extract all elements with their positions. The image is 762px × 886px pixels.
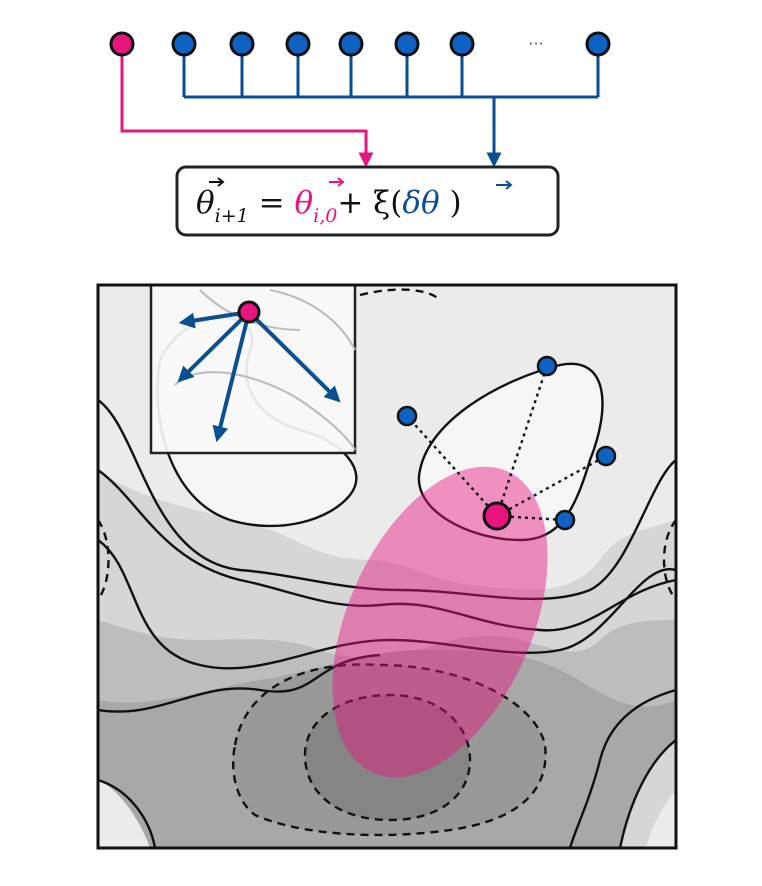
blue-sample-node xyxy=(595,445,617,467)
ellipsis-text: ··· xyxy=(528,34,543,53)
blue-sample-node xyxy=(536,355,558,377)
perturbation-links xyxy=(406,365,607,522)
basin-inner xyxy=(303,693,472,822)
pink-center-node xyxy=(482,501,512,531)
equation-box xyxy=(175,165,560,237)
blue-node xyxy=(338,31,364,57)
blue-connector-tree xyxy=(182,44,600,168)
update-equation: θi+1 = θi,0+ ξ(δθ ) xyxy=(175,165,560,237)
population-row: ··· xyxy=(109,31,611,168)
bowl-right xyxy=(417,362,604,542)
blue-node xyxy=(285,31,311,57)
blue-node xyxy=(171,31,197,57)
pink-node xyxy=(109,31,135,57)
pink-theta: θ xyxy=(294,185,313,221)
blue-node xyxy=(229,31,255,57)
plot-frame xyxy=(96,283,678,850)
blue-sample-node xyxy=(554,509,576,531)
contour-region-mid xyxy=(98,470,676,658)
lhs-subscript: i+1 xyxy=(215,205,249,227)
sampling-distribution xyxy=(332,466,548,778)
blue-node xyxy=(585,31,611,57)
pink-subscript: i,0 xyxy=(313,205,337,227)
loss-landscape xyxy=(98,285,676,848)
delta-theta: δθ xyxy=(402,185,440,221)
svg-text:θi+1 = θi,0+ ξ(δθ ): θi+1 = θi,0+ ξ(δθ ) xyxy=(196,185,462,227)
inset-panel xyxy=(149,285,357,455)
edge-dashed-contours xyxy=(98,288,676,601)
blue-node xyxy=(449,31,475,57)
close-paren: ) xyxy=(440,185,462,221)
pink-connector xyxy=(120,44,374,168)
vector-arrows xyxy=(209,177,513,190)
contour-corner-bl xyxy=(98,780,150,848)
contour-corner-br2 xyxy=(646,790,676,848)
equals-sign: = xyxy=(249,185,295,221)
inset-pink-node xyxy=(237,300,261,324)
blue-node xyxy=(394,31,420,57)
contour-lines xyxy=(98,399,676,848)
blue-sample-node xyxy=(396,405,418,427)
plus-xi: + ξ( xyxy=(337,185,402,221)
lhs-theta: θ xyxy=(196,185,215,221)
